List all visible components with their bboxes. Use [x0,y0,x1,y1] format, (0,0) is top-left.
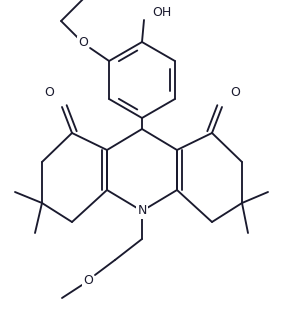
Text: O: O [78,36,88,49]
Text: N: N [137,204,147,217]
Text: OH: OH [152,6,171,19]
Text: O: O [230,86,240,99]
Text: O: O [83,274,93,287]
Text: O: O [44,86,54,99]
